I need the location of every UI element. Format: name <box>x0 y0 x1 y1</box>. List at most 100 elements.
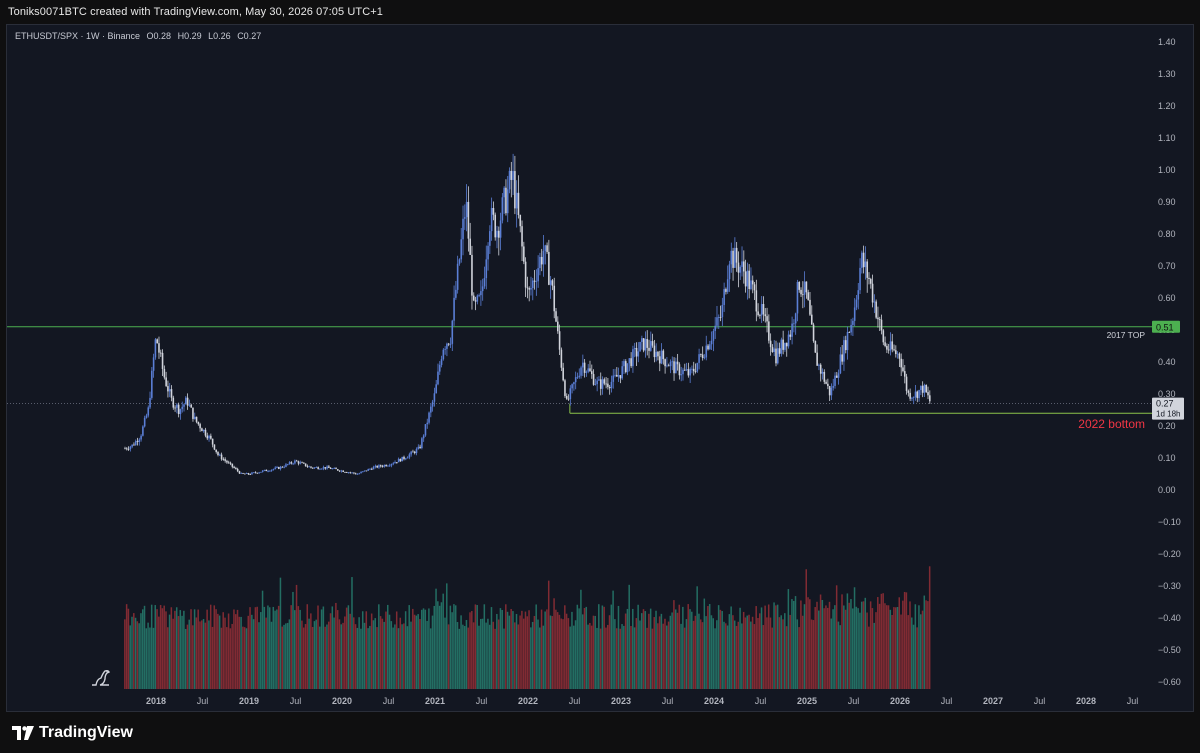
tradingview-logo[interactable]: TradingView <box>12 722 133 744</box>
candle-body <box>222 459 225 461</box>
x-tick-label: Jul <box>941 696 953 706</box>
volume-bar <box>846 593 849 689</box>
candle-body <box>658 356 661 364</box>
volume-bar <box>891 614 893 689</box>
y-tick-label: 1.00 <box>1158 165 1176 175</box>
candle-body <box>861 252 863 268</box>
candle-body <box>145 415 148 418</box>
chart-frame[interactable]: 2017 TOP 2022 bottom ETHUSDT/SPX · 1W · B… <box>6 24 1194 712</box>
volume-bar <box>871 608 874 689</box>
candle-body <box>215 449 218 453</box>
legend-close: C0.27 <box>237 31 262 41</box>
volume-bar <box>794 596 797 689</box>
candle-body <box>426 422 429 425</box>
volume-bar <box>519 615 521 689</box>
volume-bar <box>800 600 802 689</box>
volume-bar <box>640 613 643 689</box>
volume-bar <box>592 615 595 689</box>
volume-bar <box>481 618 484 689</box>
candle-body <box>743 261 745 272</box>
volume-bar <box>680 623 682 689</box>
volume-bar <box>274 610 276 689</box>
volume-bar <box>726 625 729 689</box>
candle-body <box>201 428 203 432</box>
candle-body <box>642 338 645 351</box>
volume-bar <box>412 608 414 689</box>
candle-body <box>900 358 902 368</box>
volume-bar <box>224 617 226 689</box>
volume-bar <box>363 622 366 689</box>
candle-body <box>764 314 767 317</box>
volume-bar <box>639 620 641 689</box>
volume-bar <box>315 619 317 689</box>
candle-body <box>548 251 550 285</box>
volume-bar <box>242 626 244 689</box>
candle-body <box>700 354 702 355</box>
volume-bar <box>841 594 843 689</box>
candle-body <box>492 207 495 215</box>
volume-bar <box>480 618 482 689</box>
candle-body <box>598 379 600 381</box>
candle-body <box>142 426 144 436</box>
volume-bar <box>222 612 224 689</box>
volume-bar <box>247 615 250 689</box>
volume-bar <box>333 617 335 689</box>
candle-body <box>154 339 157 358</box>
candle-body <box>694 371 697 372</box>
volume-bar <box>209 604 212 689</box>
volume-bar <box>662 623 664 689</box>
volume-bar <box>590 625 593 689</box>
candle-body <box>290 462 293 464</box>
volume-bar <box>792 600 795 689</box>
volume-bar <box>283 624 285 689</box>
candle-body <box>621 366 623 379</box>
volume-bar <box>505 604 507 689</box>
volume-bar <box>889 609 892 689</box>
candle-body <box>624 361 627 373</box>
volume-bar <box>576 604 579 689</box>
volume-bar <box>925 600 927 689</box>
volume-bar <box>857 608 859 689</box>
price-chart-svg[interactable]: 2017 TOP 2022 bottom <box>7 25 1152 689</box>
candle-body <box>569 388 572 400</box>
candle-body <box>869 279 872 284</box>
candle-body <box>769 340 772 348</box>
volume-bar <box>256 606 258 689</box>
candle-body <box>406 457 409 459</box>
candle-body <box>819 364 822 374</box>
volume-bar <box>635 618 638 689</box>
candle-body <box>929 395 931 402</box>
time-axis[interactable]: 2018 Jul 2019 Jul 2020 Jul 2021 Jul 2022 Jul 2023 J… <box>7 689 1152 712</box>
candle-body <box>846 332 849 351</box>
candle-body <box>256 472 259 474</box>
volume-bar <box>927 601 929 689</box>
y-tick-label: 1.20 <box>1158 101 1176 111</box>
y-tick-label: 0.70 <box>1158 261 1176 271</box>
volume-bar <box>603 606 605 689</box>
volume-bar <box>360 628 362 689</box>
volume-bar <box>206 609 208 689</box>
volume-bar <box>868 626 870 689</box>
plot-area[interactable]: 2017 TOP 2022 bottom ETHUSDT/SPX · 1W · B… <box>7 25 1152 689</box>
volume-bar <box>918 605 920 689</box>
volume-bar <box>581 614 584 689</box>
candle-body <box>349 472 352 474</box>
candle-body <box>408 454 411 458</box>
candle-body <box>628 358 631 364</box>
dino-icon[interactable] <box>89 665 113 689</box>
legend-symbol: ETHUSDT/SPX · 1W · Binance <box>15 31 141 41</box>
volume-bar <box>403 623 405 689</box>
x-tick-label: Jul <box>383 696 395 706</box>
price-axis[interactable]: 1.401.301.201.101.000.900.800.700.600.50… <box>1152 25 1194 689</box>
volume-bar <box>767 604 770 689</box>
volume-bar <box>862 601 865 689</box>
volume-bar <box>437 601 439 689</box>
volume-bar <box>717 605 720 689</box>
volume-bar <box>678 604 681 689</box>
candle-body <box>596 380 598 385</box>
volume-bar <box>387 604 389 689</box>
candle-body <box>787 334 790 347</box>
candle-body <box>582 362 584 368</box>
volume-bar <box>428 608 430 689</box>
candle-body <box>238 471 241 474</box>
